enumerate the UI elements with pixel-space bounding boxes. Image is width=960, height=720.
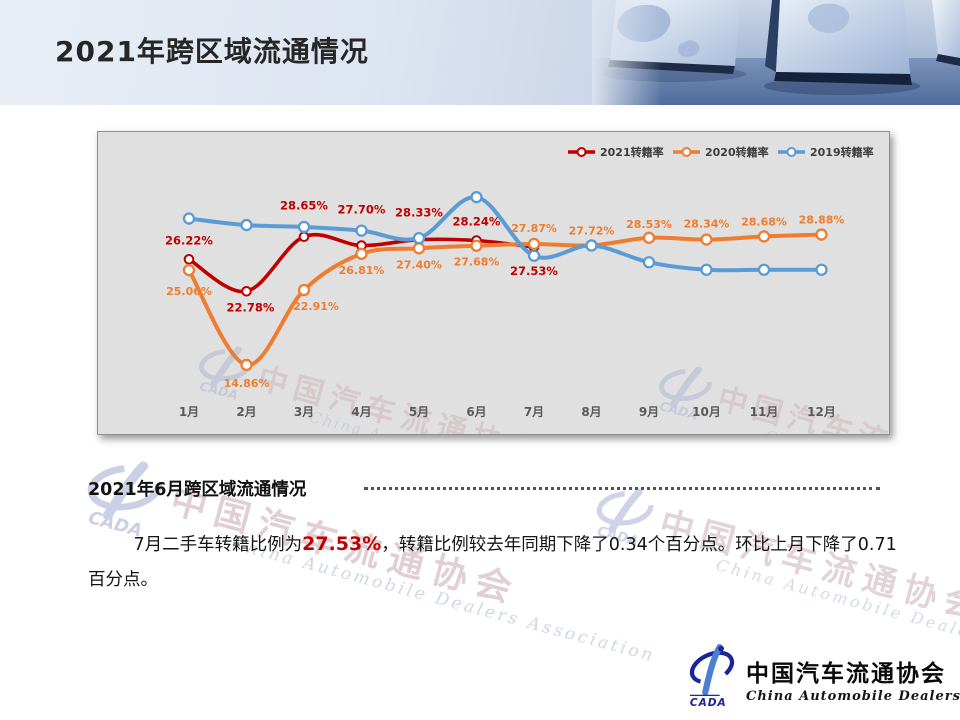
transfer-rate-line-chart: 1月 2月 3月 4月 5月 6月 7月 8月 9月 10月 11月 12月 26.22% 22.78% 2… bbox=[165, 145, 874, 419]
data-label: 22.91% bbox=[293, 300, 339, 313]
data-label: 27.68% bbox=[454, 256, 500, 269]
data-label: 25.06% bbox=[166, 285, 212, 298]
footer-org-name-en: China Automobile Dealers Association bbox=[746, 689, 960, 704]
series-marker bbox=[412, 231, 426, 245]
legend-label: 2019转籍率 bbox=[810, 145, 874, 159]
series-marker bbox=[585, 239, 598, 252]
data-label: 27.53% bbox=[510, 264, 558, 278]
x-axis-tick: 2月 bbox=[236, 405, 256, 419]
summary-paragraph: 7月二手车转籍比例为27.53%，转籍比例较去年同期下降了0.34个百分点。环比… bbox=[88, 526, 912, 597]
data-label: 27.40% bbox=[396, 258, 442, 271]
data-label: 28.68% bbox=[741, 215, 787, 228]
cada-emblem-icon: CADA bbox=[689, 644, 735, 708]
x-axis-tick: 6月 bbox=[466, 405, 486, 419]
series-marker bbox=[642, 256, 656, 269]
series-marker bbox=[527, 237, 541, 251]
cada-acronym: CADA bbox=[690, 697, 727, 708]
series-marker bbox=[815, 228, 828, 241]
legend-label: 2020转籍率 bbox=[705, 145, 769, 159]
header: 2021年跨区域流通情况 bbox=[0, 0, 960, 105]
series-marker bbox=[297, 220, 311, 234]
series-marker bbox=[700, 233, 713, 246]
data-label: 28.53% bbox=[626, 218, 672, 231]
summary-pre: 7月二手车转籍比例为 bbox=[133, 534, 303, 555]
series-marker bbox=[355, 247, 368, 260]
series-marker bbox=[527, 249, 541, 262]
x-axis-tick: 8月 bbox=[581, 405, 601, 419]
x-axis-tick: 11月 bbox=[750, 405, 779, 419]
series-marker bbox=[757, 263, 771, 276]
data-label: 27.70% bbox=[338, 203, 386, 217]
data-label: 28.33% bbox=[395, 206, 443, 220]
data-label: 26.81% bbox=[339, 264, 385, 277]
page-title: 2021年跨区域流通情况 bbox=[55, 35, 369, 68]
series-marker bbox=[298, 231, 310, 243]
series-marker bbox=[240, 218, 253, 232]
x-axis-tick: 10月 bbox=[692, 405, 721, 419]
series-marker bbox=[182, 212, 196, 225]
summary-highlight-value: 27.53% bbox=[302, 532, 382, 555]
series-marker bbox=[240, 358, 253, 372]
series-marker bbox=[470, 191, 483, 204]
series-marker bbox=[241, 285, 252, 297]
x-axis-tick: 1月 bbox=[179, 405, 199, 419]
blue-cubes-photo bbox=[592, 0, 960, 105]
section-row: 2021年6月跨区域流通情况 bbox=[88, 476, 880, 501]
series-marker bbox=[642, 231, 656, 244]
series-marker bbox=[412, 242, 426, 255]
footer-org-name-cn: 中国汽车流通协会 bbox=[746, 660, 946, 687]
data-label: 27.87% bbox=[511, 222, 557, 235]
data-label: 26.22% bbox=[165, 233, 213, 247]
chart-panel: CADA 中国汽车流通协会 China Automobile Dealers A… bbox=[97, 131, 890, 435]
series-marker bbox=[700, 263, 713, 276]
data-label: 27.72% bbox=[569, 224, 615, 237]
series-marker bbox=[355, 224, 368, 237]
series-marker bbox=[297, 283, 311, 297]
data-label: 28.88% bbox=[799, 214, 845, 227]
series-marker bbox=[470, 239, 483, 252]
summary-post: ，转籍比例较去年同期下降了0.34个百分点。环比上月下降了0.71百分点。 bbox=[88, 534, 897, 590]
section-heading: 2021年6月跨区域流通情况 bbox=[88, 480, 307, 500]
x-axis-tick: 4月 bbox=[351, 405, 371, 419]
series-marker bbox=[757, 230, 771, 243]
series-marker bbox=[182, 263, 196, 277]
legend-marker bbox=[681, 147, 692, 157]
data-label: 22.78% bbox=[227, 300, 275, 314]
x-axis-tick: 5月 bbox=[409, 405, 429, 419]
legend-marker bbox=[786, 147, 797, 157]
legend-marker bbox=[576, 147, 587, 157]
dotted-divider bbox=[364, 487, 880, 490]
data-label: 28.24% bbox=[453, 215, 501, 229]
x-axis-tick: 12月 bbox=[807, 405, 836, 419]
footer-logo: CADA 中国汽车流通协会 China Automobile Dealers A… bbox=[688, 644, 960, 708]
data-label: 14.86% bbox=[224, 377, 270, 390]
x-axis-tick: 9月 bbox=[639, 405, 659, 419]
series-marker bbox=[183, 254, 195, 265]
series-marker bbox=[815, 263, 828, 276]
data-label: 28.65% bbox=[280, 199, 328, 213]
x-axis-tick: 7月 bbox=[524, 405, 544, 419]
legend-label: 2021转籍率 bbox=[600, 145, 664, 159]
x-axis-tick: 3月 bbox=[294, 405, 314, 419]
data-label: 28.34% bbox=[684, 218, 730, 231]
